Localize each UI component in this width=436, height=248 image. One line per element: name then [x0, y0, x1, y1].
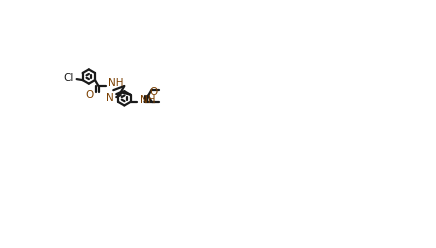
Text: N: N	[106, 93, 114, 103]
Text: Cl: Cl	[64, 73, 74, 83]
Text: O: O	[85, 90, 94, 100]
Text: NH: NH	[108, 78, 123, 88]
Text: NH: NH	[140, 95, 155, 105]
Text: O: O	[149, 87, 157, 97]
